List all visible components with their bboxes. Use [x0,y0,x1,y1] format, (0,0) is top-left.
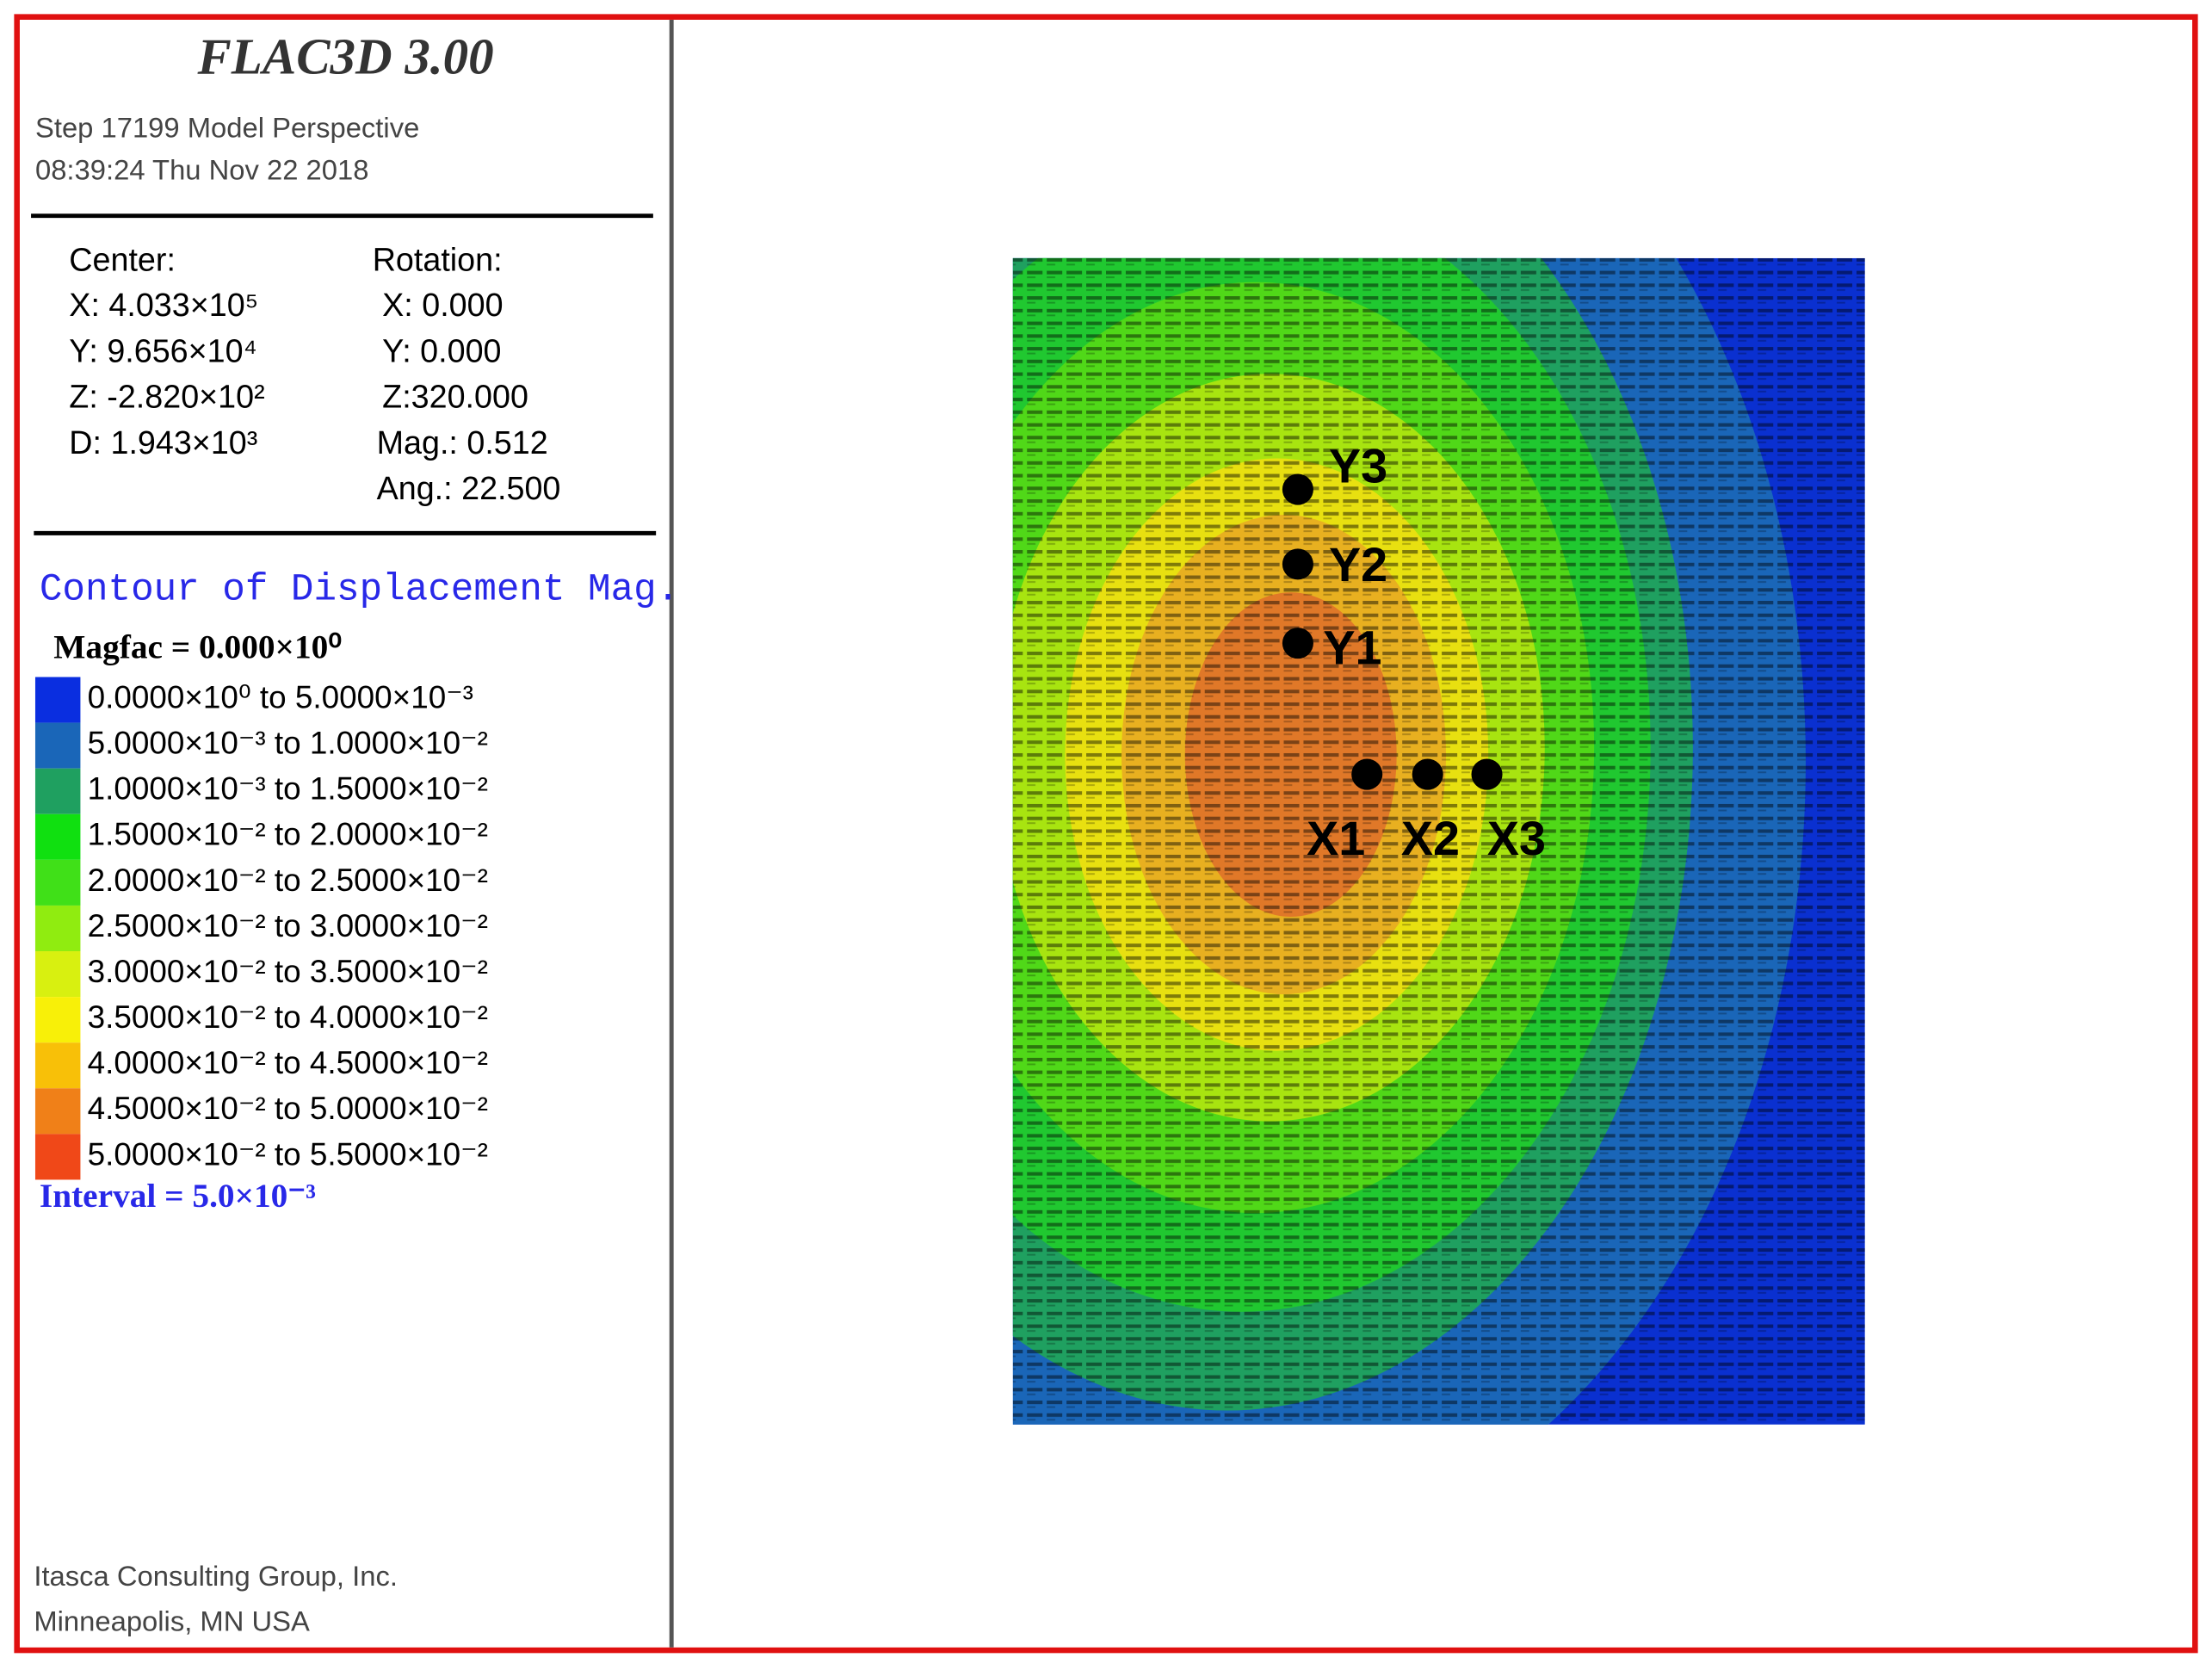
mesh [1012,257,1865,1425]
point-label: Y1 [1323,622,1381,675]
legend-swatch [34,677,81,723]
monitor-point [1282,628,1313,659]
monitor-point [1471,758,1503,790]
legend-label: 5.0000×10⁻³ to 1.0000×10⁻² [88,726,488,761]
rotation-value: Y: 0.000 [382,332,501,368]
legend-swatch [34,1134,81,1180]
step-text: Step 17199 Model Perspective [35,111,419,143]
monitor-point [1351,758,1383,790]
legend-label: 1.0000×10⁻³ to 1.5000×10⁻² [88,771,488,807]
interval: Interval = 5.0×10⁻³ [40,1177,316,1215]
legend-label: 2.5000×10⁻² to 3.0000×10⁻² [88,908,488,943]
legend-title: Contour of Displacement Mag. [40,569,679,612]
rotation-value: X: 0.000 [382,287,503,323]
legend-label: 4.5000×10⁻² to 5.0000×10⁻² [88,1091,488,1126]
legend-label: 2.0000×10⁻² to 2.5000×10⁻² [88,863,488,898]
legend-swatch [34,951,81,998]
center-value: Z: -2.820×10² [69,379,264,415]
center-title: Center: [69,242,176,278]
rotation-value: Ang.: 22.500 [377,470,561,506]
legend-label: 5.0000×10⁻² to 5.5000×10⁻² [88,1136,488,1172]
monitor-points: Y3 Y2 Y1 X1 X2 X3 [1282,439,1546,865]
center-value: X: 4.033×10⁵ [69,287,258,323]
legend-label: 4.0000×10⁻² to 4.5000×10⁻² [88,1045,488,1080]
rotation-value: Mag.: 0.512 [377,424,548,461]
legend-swatch [34,905,81,952]
magfac: Magfac = 0.000×10⁰ [53,628,342,665]
legend-swatch [34,813,81,860]
legend-swatch [34,1088,81,1135]
contour-plot [1012,257,1865,1425]
legend-swatch [34,768,81,814]
legend-label: 1.5000×10⁻² to 2.0000×10⁻² [88,817,488,852]
point-label: X3 [1487,812,1546,865]
legend-swatch [34,1042,81,1089]
center-value: D: 1.943×10³ [69,424,257,461]
point-label: X2 [1401,812,1460,865]
date-text: 08:39:24 Thu Nov 22 2018 [35,154,368,186]
rotation-value: Z:320.000 [382,379,528,415]
point-label: Y2 [1329,538,1387,591]
legend-label: 3.0000×10⁻² to 3.5000×10⁻² [88,954,488,989]
legend: 0.0000×10⁰ to 5.0000×10⁻³ 5.0000×10⁻³ to … [34,677,488,1180]
legend-swatch [34,859,81,906]
rotation-title: Rotation: [373,242,503,278]
monitor-point [1282,473,1313,505]
point-label: X1 [1307,812,1365,865]
legend-label: 0.0000×10⁰ to 5.0000×10⁻³ [88,679,473,714]
monitor-point [1412,758,1443,790]
legend-label: 3.5000×10⁻² to 4.0000×10⁻² [88,999,488,1035]
point-label: Y3 [1329,439,1387,492]
center-value: Y: 9.656×10⁴ [69,332,256,368]
monitor-point [1282,548,1313,580]
footer-line: Itasca Consulting Group, Inc. [34,1560,398,1592]
legend-swatch [34,722,81,769]
footer-line: Minneapolis, MN USA [34,1605,310,1637]
view-info: X: 4.033×10⁵ Y: 9.656×10⁴ Z: -2.820×10² D: … [69,287,560,506]
app-title: FLAC3D 3.00 [196,28,493,85]
legend-swatch [34,997,81,1043]
